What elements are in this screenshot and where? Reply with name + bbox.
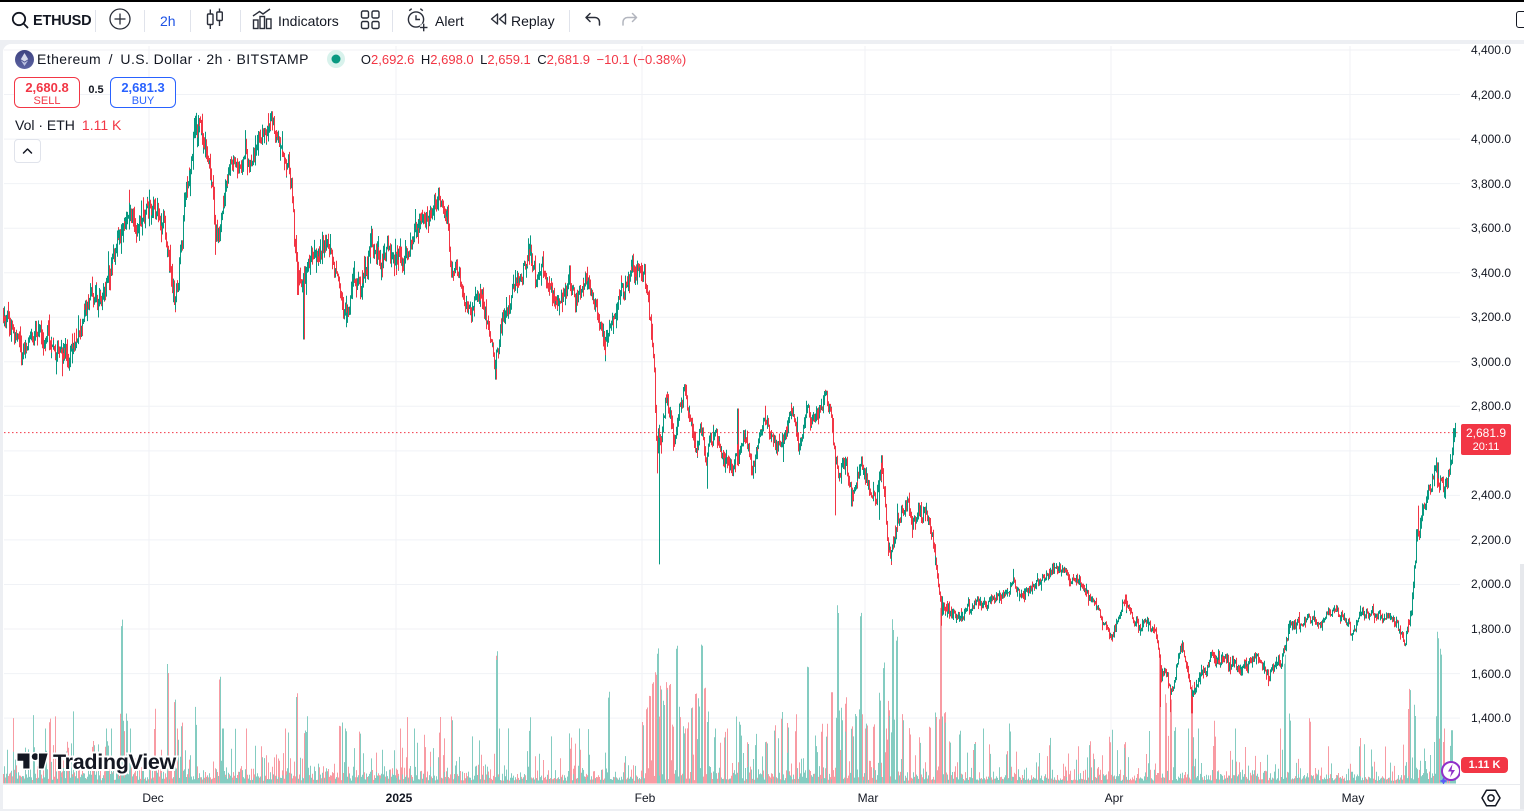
svg-text:TradingView: TradingView: [53, 750, 177, 774]
